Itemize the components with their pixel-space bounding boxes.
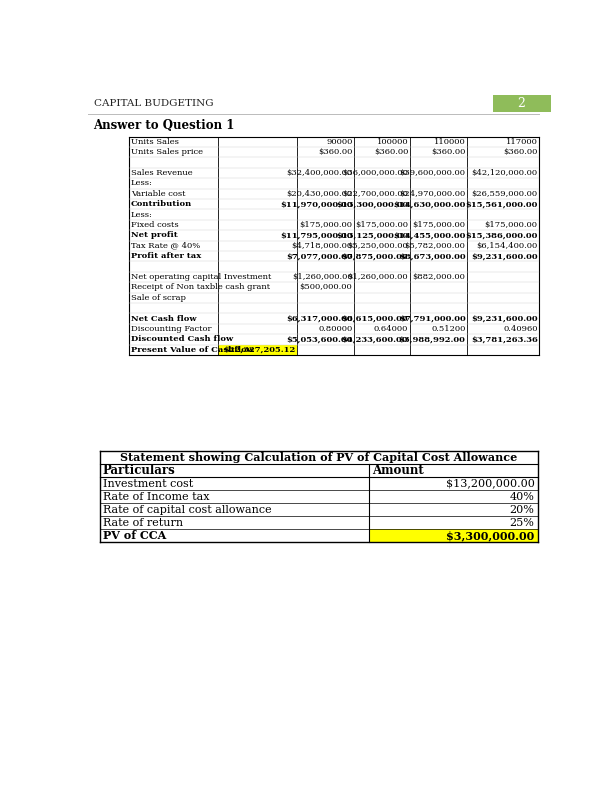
Text: Sale of scrap: Sale of scrap: [131, 294, 185, 302]
Text: 100000: 100000: [376, 138, 408, 146]
Text: Sales Revenue: Sales Revenue: [131, 169, 192, 177]
FancyBboxPatch shape: [370, 529, 537, 543]
Text: $32,400,000.00: $32,400,000.00: [286, 169, 353, 177]
Text: CAPITAL BUDGETING: CAPITAL BUDGETING: [94, 99, 213, 108]
Text: $1,260,000.00: $1,260,000.00: [348, 273, 408, 281]
Text: $360.00: $360.00: [503, 148, 537, 156]
Text: $500,000.00: $500,000.00: [300, 284, 353, 291]
Text: 90000: 90000: [326, 138, 353, 146]
Text: Rate of return: Rate of return: [103, 518, 183, 527]
Text: $7,791,000.00: $7,791,000.00: [399, 314, 466, 322]
Text: 0.80000: 0.80000: [318, 325, 353, 333]
Text: Less:: Less:: [131, 211, 152, 219]
Text: 0.64000: 0.64000: [374, 325, 408, 333]
Text: $11,795,000.00: $11,795,000.00: [280, 231, 353, 239]
Text: Profit after tax: Profit after tax: [131, 252, 201, 260]
Text: 110000: 110000: [434, 138, 466, 146]
Text: $22,327,205.12: $22,327,205.12: [223, 346, 296, 354]
Text: $11,970,000.00: $11,970,000.00: [280, 200, 353, 208]
Text: Particulars: Particulars: [103, 464, 176, 477]
Text: $7,875,000.00: $7,875,000.00: [341, 252, 408, 260]
Text: Less:: Less:: [131, 180, 152, 188]
Text: $6,615,000.00: $6,615,000.00: [341, 314, 408, 322]
Text: $175,000.00: $175,000.00: [412, 221, 466, 229]
Text: Rate of Income tax: Rate of Income tax: [103, 492, 209, 501]
Text: $882,000.00: $882,000.00: [412, 273, 466, 281]
Text: Units Sales price: Units Sales price: [131, 148, 203, 156]
Text: $3,781,263.36: $3,781,263.36: [471, 335, 537, 343]
Text: $6,317,000.00: $6,317,000.00: [286, 314, 353, 322]
Text: $15,561,000.00: $15,561,000.00: [465, 200, 537, 208]
Text: $13,200,000.00: $13,200,000.00: [446, 478, 534, 489]
Text: $24,970,000.00: $24,970,000.00: [399, 190, 466, 198]
Text: Answer to Question 1: Answer to Question 1: [94, 120, 235, 132]
Text: 2: 2: [517, 97, 525, 110]
Text: 20%: 20%: [510, 505, 534, 515]
Text: Net operating capital Investment: Net operating capital Investment: [131, 273, 271, 281]
Text: $1,260,000.00: $1,260,000.00: [292, 273, 353, 281]
Text: $15,386,000.00: $15,386,000.00: [465, 231, 537, 239]
Text: $360.00: $360.00: [318, 148, 353, 156]
Text: $175,000.00: $175,000.00: [355, 221, 408, 229]
Text: $3,988,992.00: $3,988,992.00: [398, 335, 466, 343]
Text: $3,300,000.00: $3,300,000.00: [446, 531, 534, 542]
Text: $9,231,600.00: $9,231,600.00: [471, 314, 537, 322]
Text: Investment cost: Investment cost: [103, 478, 193, 489]
Text: Receipt of Non taxble cash grant: Receipt of Non taxble cash grant: [131, 284, 270, 291]
Text: Variable cost: Variable cost: [131, 190, 185, 198]
Text: $22,700,000.00: $22,700,000.00: [342, 190, 408, 198]
Text: $175,000.00: $175,000.00: [299, 221, 353, 229]
Text: Fixed costs: Fixed costs: [131, 221, 178, 229]
Text: $4,718,000.00: $4,718,000.00: [291, 242, 353, 249]
Text: Statement showing Calculation of PV of Capital Cost Allowance: Statement showing Calculation of PV of C…: [120, 451, 517, 463]
Text: $8,673,000.00: $8,673,000.00: [399, 252, 466, 260]
Text: Net Cash flow: Net Cash flow: [131, 314, 196, 322]
Text: $175,000.00: $175,000.00: [485, 221, 537, 229]
Text: 40%: 40%: [510, 492, 534, 501]
Text: $42,120,000.00: $42,120,000.00: [471, 169, 537, 177]
Text: $7,077,000.00: $7,077,000.00: [286, 252, 353, 260]
Text: 25%: 25%: [510, 518, 534, 527]
Text: $13,300,000.00: $13,300,000.00: [336, 200, 408, 208]
Text: $4,233,600.00: $4,233,600.00: [341, 335, 408, 343]
Text: PV of CCA: PV of CCA: [103, 531, 166, 542]
Text: $9,231,600.00: $9,231,600.00: [471, 252, 537, 260]
Text: Discounted Cash flow: Discounted Cash flow: [131, 335, 233, 343]
Text: $5,250,000.00: $5,250,000.00: [348, 242, 408, 249]
FancyBboxPatch shape: [493, 95, 551, 112]
Text: Discounting Factor: Discounting Factor: [131, 325, 211, 333]
Text: $20,430,000.00: $20,430,000.00: [286, 190, 353, 198]
Text: $5,053,600.00: $5,053,600.00: [286, 335, 353, 343]
Text: $14,455,000.00: $14,455,000.00: [393, 231, 466, 239]
Text: Rate of capital cost allowance: Rate of capital cost allowance: [103, 505, 272, 515]
Text: $13,125,000.00: $13,125,000.00: [336, 231, 408, 239]
Text: Present Value of Cashflow: Present Value of Cashflow: [131, 346, 254, 354]
FancyBboxPatch shape: [218, 345, 297, 355]
Text: $36,000,000.00: $36,000,000.00: [342, 169, 408, 177]
Text: 0.51200: 0.51200: [431, 325, 466, 333]
Text: $5,782,000.00: $5,782,000.00: [405, 242, 466, 249]
Text: Tax Rate @ 40%: Tax Rate @ 40%: [131, 242, 200, 249]
Text: $14,630,000.00: $14,630,000.00: [393, 200, 466, 208]
Text: Units Sales: Units Sales: [131, 138, 179, 146]
Text: 0.40960: 0.40960: [503, 325, 537, 333]
Text: $360.00: $360.00: [431, 148, 466, 156]
Text: $26,559,000.00: $26,559,000.00: [471, 190, 537, 198]
Text: 117000: 117000: [506, 138, 537, 146]
Text: $6,154,400.00: $6,154,400.00: [476, 242, 537, 249]
Text: $360.00: $360.00: [374, 148, 408, 156]
Text: Contribution: Contribution: [131, 200, 192, 208]
Text: $39,600,000.00: $39,600,000.00: [400, 169, 466, 177]
Text: Net profit: Net profit: [131, 231, 177, 239]
Text: Amount: Amount: [373, 464, 424, 477]
